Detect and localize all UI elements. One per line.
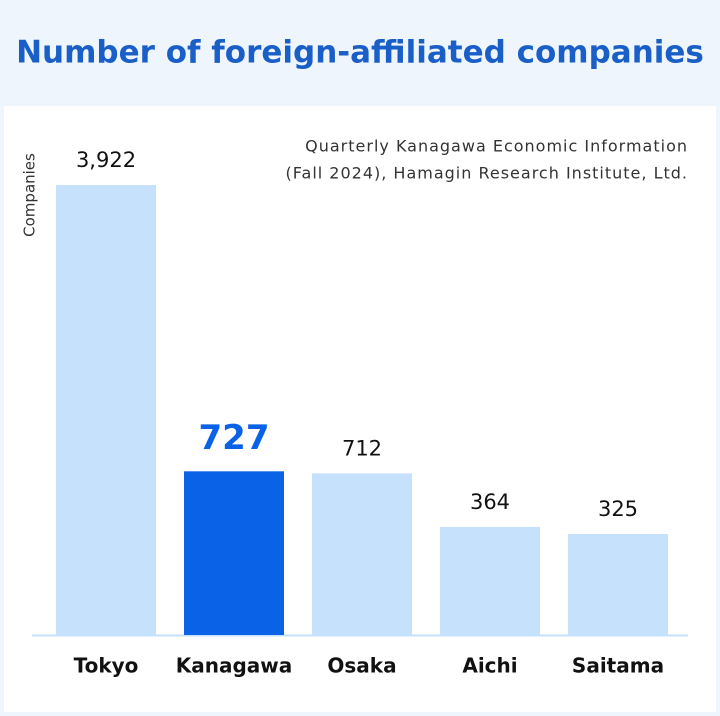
chart-title: Number of foreign-affiliated companies [16,35,704,71]
value-label: 727 [199,418,270,458]
x-tick-label: Saitama [572,654,664,678]
bar [312,473,412,635]
x-tick-label: Kanagawa [176,654,293,678]
source-note: Quarterly Kanagawa Economic Information [305,137,688,156]
x-tick-label: Osaka [327,654,396,678]
source-note: (Fall 2024), Hamagin Research Institute,… [286,164,688,183]
y-axis-label: Companies [21,153,39,237]
bar [568,534,668,635]
x-tick-label: Tokyo [74,654,139,678]
value-label: 3,922 [76,148,136,172]
value-label: 325 [598,497,638,521]
bar [440,526,540,635]
value-label: 712 [342,436,382,460]
x-tick-label: Aichi [462,654,517,678]
bar [184,471,284,635]
value-label: 364 [470,490,510,514]
bar [56,185,156,635]
